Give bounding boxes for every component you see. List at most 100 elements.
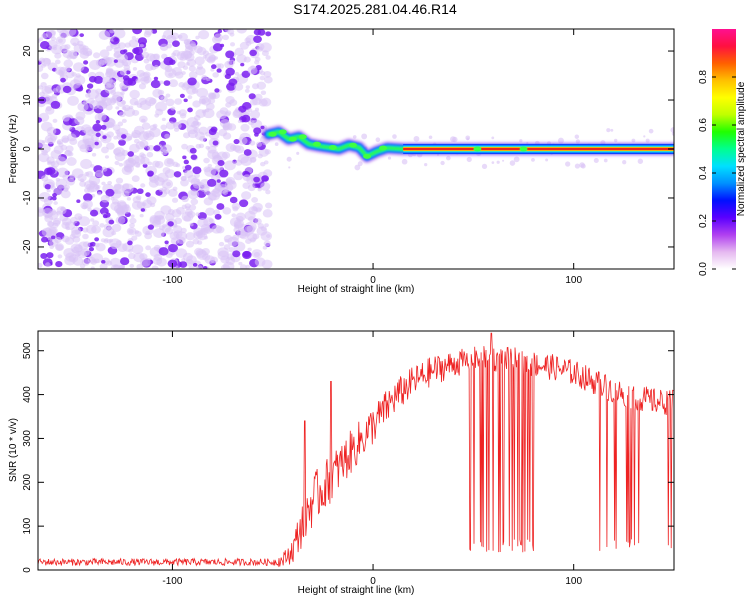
noise-blob (222, 34, 229, 41)
noise-blob (168, 79, 179, 88)
noise-blob (236, 170, 242, 176)
noise-blob (181, 143, 188, 150)
noise-blob (221, 264, 230, 269)
noise-blob (253, 127, 262, 135)
noise-blob (55, 260, 63, 268)
noise-blob (122, 190, 130, 198)
noise-blob (203, 166, 211, 173)
noise-blob (263, 160, 269, 165)
noise-blob (54, 236, 62, 244)
noise-blob (214, 164, 224, 173)
noise-blob (38, 117, 43, 123)
noise-blob (53, 201, 58, 205)
noise-blob (174, 217, 183, 225)
spectrogram-ytick-label: 20 (22, 45, 33, 57)
noise-blob (41, 227, 53, 237)
snr-panel: -100 0 100 0 100 200 300 400 500 Height of strai… (8, 330, 675, 596)
noise-blob (119, 69, 127, 76)
noise-blob (242, 250, 252, 260)
noise-blob (188, 65, 196, 72)
noise-blob (197, 230, 203, 235)
noise-blob (129, 222, 135, 228)
figure-title: S174.2025.281.04.46.R14 (293, 1, 457, 17)
noise-blob (134, 101, 140, 106)
noise-blob (40, 72, 49, 80)
noise-blob (139, 213, 144, 218)
noise-blob (217, 159, 225, 167)
noise-blob (70, 216, 78, 224)
noise-blob (38, 65, 44, 72)
noise-blob (116, 200, 127, 209)
noise-blob (185, 240, 194, 248)
ridge-hotspot (473, 146, 482, 152)
spectrogram-ytick-label: 10 (22, 94, 33, 106)
noise-blob (83, 193, 93, 202)
noise-blob (222, 207, 232, 215)
noise-blob (144, 96, 156, 107)
noise-blob (240, 156, 253, 167)
noise-blob (108, 219, 115, 225)
noise-blob (131, 175, 140, 182)
noise-blob (64, 44, 71, 50)
noise-blob (215, 63, 222, 69)
colorbar: 0.0 0.2 0.4 0.6 0.8 Normalized spectral ampl… (698, 29, 747, 276)
noise-blob (111, 223, 122, 232)
noise-blob (60, 77, 66, 83)
noise-blob (69, 138, 78, 145)
noise-blob (161, 144, 173, 154)
noise-blob (648, 128, 654, 134)
noise-blob (45, 105, 52, 112)
noise-blob (121, 134, 127, 139)
noise-blob (41, 236, 48, 243)
noise-blob (119, 49, 126, 55)
noise-blob (170, 237, 180, 245)
noise-blob (69, 51, 78, 60)
noise-blob (113, 59, 118, 63)
noise-blob (241, 114, 251, 123)
noise-blob (139, 43, 144, 48)
noise-blob (62, 115, 70, 122)
noise-blob (134, 230, 142, 237)
noise-blob (198, 29, 210, 40)
noise-blob (232, 250, 241, 258)
noise-blob (253, 176, 260, 183)
noise-blob (152, 123, 158, 129)
noise-blob (195, 212, 200, 217)
noise-blob (183, 98, 188, 103)
noise-blob (99, 49, 110, 58)
noise-blob (56, 167, 69, 178)
noise-blob (260, 231, 272, 241)
noise-blob (82, 45, 89, 51)
noise-blob (151, 160, 160, 168)
noise-blob (238, 261, 243, 266)
ridge-hotspot (379, 145, 388, 151)
noise-blob (51, 235, 56, 240)
noise-blob (38, 262, 43, 268)
noise-blob (136, 188, 144, 195)
noise-blob (93, 75, 104, 84)
noise-blob (106, 225, 113, 231)
noise-blob (77, 101, 89, 112)
noise-blob (192, 166, 202, 175)
noise-blob (89, 209, 99, 217)
noise-blob (288, 166, 291, 169)
noise-blob (170, 106, 176, 111)
noise-blob (60, 206, 66, 212)
noise-blob (196, 64, 203, 70)
noise-blob (99, 58, 108, 65)
noise-blob (133, 138, 140, 144)
noise-blob (175, 248, 188, 258)
noise-blob (77, 173, 87, 182)
noise-blob (89, 100, 100, 110)
noise-blob (202, 55, 207, 59)
noise-blob (265, 31, 272, 37)
noise-blob (64, 221, 76, 231)
noise-blob (118, 139, 126, 146)
snr-xtick-label: 100 (565, 576, 582, 587)
noise-blob (52, 118, 58, 123)
noise-blob (296, 151, 300, 155)
noise-blob (160, 124, 167, 131)
noise-blob (574, 163, 581, 169)
noise-blob (120, 257, 130, 266)
